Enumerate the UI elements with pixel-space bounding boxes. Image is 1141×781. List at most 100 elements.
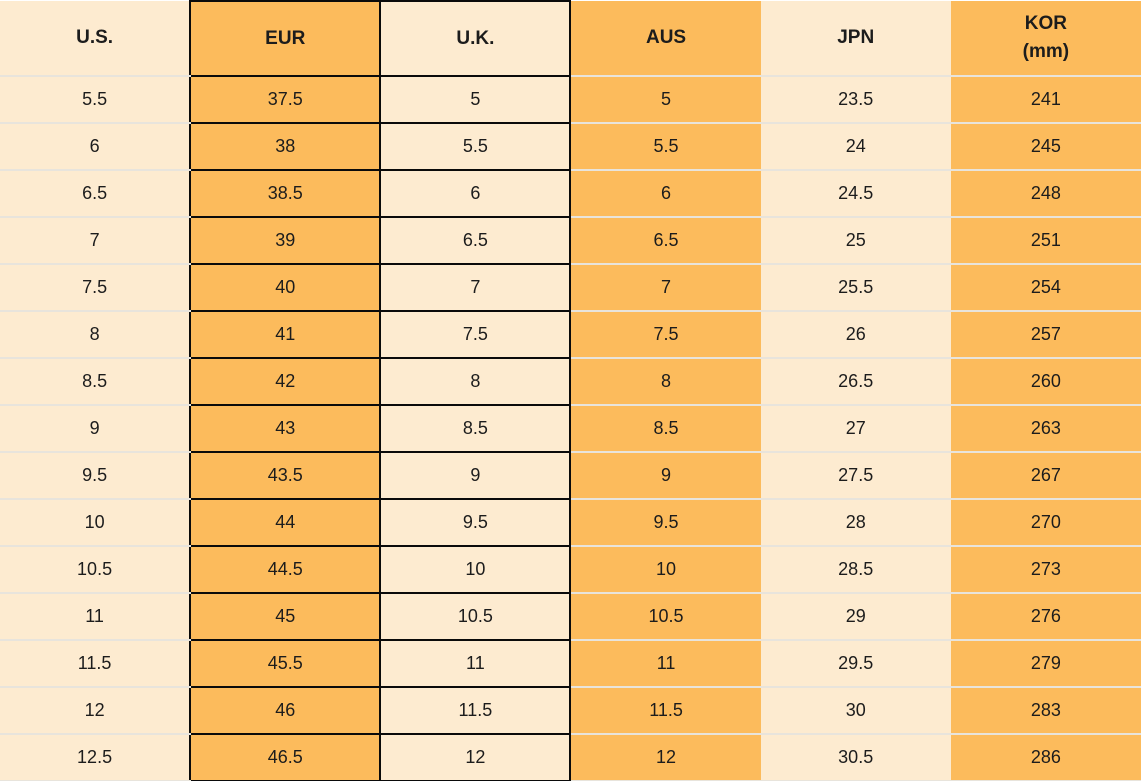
cell-eur: 41 bbox=[189, 310, 382, 359]
cell-uk: 9 bbox=[379, 451, 572, 500]
column-header-kor: KOR (mm) bbox=[950, 1, 1141, 77]
column-header-kor-sublabel: (mm) bbox=[1022, 41, 1070, 62]
cell-uk: 8.5 bbox=[379, 404, 572, 453]
table-row: 8.5 42 8 8 26.5 260 bbox=[0, 357, 1141, 406]
cell-jpn: 27.5 bbox=[760, 452, 951, 500]
table-row: 9.5 43.5 9 9 27.5 267 bbox=[0, 451, 1141, 500]
cell-aus: 10 bbox=[570, 546, 761, 594]
cell-jpn: 24.5 bbox=[760, 170, 951, 218]
cell-eur: 45.5 bbox=[189, 639, 382, 688]
cell-uk: 6 bbox=[379, 169, 572, 218]
cell-uk: 5 bbox=[379, 75, 572, 124]
cell-kor: 283 bbox=[950, 687, 1141, 735]
cell-jpn: 30.5 bbox=[760, 734, 951, 781]
cell-jpn: 29 bbox=[760, 593, 951, 641]
cell-aus: 6.5 bbox=[570, 217, 761, 265]
cell-kor: 286 bbox=[950, 734, 1141, 781]
table-row: 11 45 10.5 10.5 29 276 bbox=[0, 592, 1141, 641]
table-row: 9 43 8.5 8.5 27 263 bbox=[0, 404, 1141, 453]
table-row: 6.5 38.5 6 6 24.5 248 bbox=[0, 169, 1141, 218]
table-row: 8 41 7.5 7.5 26 257 bbox=[0, 310, 1141, 359]
cell-aus: 12 bbox=[570, 734, 761, 781]
cell-uk: 12 bbox=[379, 733, 572, 781]
cell-uk: 10 bbox=[379, 545, 572, 594]
cell-uk: 11 bbox=[379, 639, 572, 688]
cell-kor: 276 bbox=[950, 593, 1141, 641]
column-header-us: U.S. bbox=[0, 1, 191, 77]
cell-kor: 248 bbox=[950, 170, 1141, 218]
cell-jpn: 25.5 bbox=[760, 264, 951, 312]
cell-kor: 257 bbox=[950, 311, 1141, 359]
column-header-uk: U.K. bbox=[379, 0, 572, 77]
column-header-uk-label: U.K. bbox=[456, 27, 495, 49]
cell-aus: 10.5 bbox=[570, 593, 761, 641]
column-header-aus-label: AUS bbox=[645, 27, 687, 49]
cell-aus: 11.5 bbox=[570, 687, 761, 735]
cell-eur: 44 bbox=[189, 498, 382, 547]
cell-kor: 270 bbox=[950, 499, 1141, 547]
cell-eur: 37.5 bbox=[189, 75, 382, 124]
cell-us: 7 bbox=[0, 217, 191, 265]
table-row: 7 39 6.5 6.5 25 251 bbox=[0, 216, 1141, 265]
cell-jpn: 30 bbox=[760, 687, 951, 735]
cell-jpn: 26 bbox=[760, 311, 951, 359]
cell-us: 8 bbox=[0, 311, 191, 359]
table-row: 10.5 44.5 10 10 28.5 273 bbox=[0, 545, 1141, 594]
cell-aus: 8.5 bbox=[570, 405, 761, 453]
column-header-eur: EUR bbox=[189, 0, 382, 77]
cell-eur: 43.5 bbox=[189, 451, 382, 500]
cell-eur: 46.5 bbox=[189, 733, 382, 781]
cell-us: 8.5 bbox=[0, 358, 191, 406]
header-row: U.S. EUR U.K. AUS JPN KOR (mm) bbox=[0, 0, 1141, 77]
cell-aus: 5 bbox=[570, 76, 761, 124]
cell-uk: 8 bbox=[379, 357, 572, 406]
cell-kor: 245 bbox=[950, 123, 1141, 171]
cell-kor: 273 bbox=[950, 546, 1141, 594]
cell-eur: 43 bbox=[189, 404, 382, 453]
table-row: 5.5 37.5 5 5 23.5 241 bbox=[0, 75, 1141, 124]
cell-eur: 40 bbox=[189, 263, 382, 312]
column-header-us-label: U.S. bbox=[76, 27, 114, 49]
cell-us: 10 bbox=[0, 499, 191, 547]
cell-us: 7.5 bbox=[0, 264, 191, 312]
cell-uk: 9.5 bbox=[379, 498, 572, 547]
cell-jpn: 27 bbox=[760, 405, 951, 453]
column-header-eur-label: EUR bbox=[265, 27, 306, 49]
column-header-aus: AUS bbox=[570, 1, 761, 77]
cell-us: 12 bbox=[0, 687, 191, 735]
cell-uk: 5.5 bbox=[379, 122, 572, 171]
cell-eur: 42 bbox=[189, 357, 382, 406]
cell-jpn: 29.5 bbox=[760, 640, 951, 688]
table-header: U.S. EUR U.K. AUS JPN KOR (mm) bbox=[0, 0, 1141, 77]
cell-jpn: 25 bbox=[760, 217, 951, 265]
cell-aus: 9 bbox=[570, 452, 761, 500]
cell-aus: 9.5 bbox=[570, 499, 761, 547]
column-header-jpn-label: JPN bbox=[837, 27, 875, 49]
cell-us: 11.5 bbox=[0, 640, 191, 688]
cell-aus: 8 bbox=[570, 358, 761, 406]
cell-uk: 7 bbox=[379, 263, 572, 312]
cell-kor: 251 bbox=[950, 217, 1141, 265]
cell-uk: 10.5 bbox=[379, 592, 572, 641]
cell-kor: 254 bbox=[950, 264, 1141, 312]
cell-us: 5.5 bbox=[0, 76, 191, 124]
cell-jpn: 28 bbox=[760, 499, 951, 547]
cell-eur: 45 bbox=[189, 592, 382, 641]
cell-uk: 11.5 bbox=[379, 686, 572, 735]
cell-us: 9.5 bbox=[0, 452, 191, 500]
cell-aus: 7.5 bbox=[570, 311, 761, 359]
cell-us: 6.5 bbox=[0, 170, 191, 218]
cell-jpn: 24 bbox=[760, 123, 951, 171]
column-header-kor-label: KOR bbox=[1024, 13, 1067, 35]
cell-eur: 44.5 bbox=[189, 545, 382, 594]
table-row: 10 44 9.5 9.5 28 270 bbox=[0, 498, 1141, 547]
table-body: 5.5 37.5 5 5 23.5 241 6 38 5.5 5.5 24 245 6.5 38.5 6 6 2… bbox=[0, 75, 1141, 781]
cell-eur: 38 bbox=[189, 122, 382, 171]
cell-us: 6 bbox=[0, 123, 191, 171]
cell-kor: 279 bbox=[950, 640, 1141, 688]
table-row: 7.5 40 7 7 25.5 254 bbox=[0, 263, 1141, 312]
cell-us: 12.5 bbox=[0, 734, 191, 781]
table-row: 6 38 5.5 5.5 24 245 bbox=[0, 122, 1141, 171]
